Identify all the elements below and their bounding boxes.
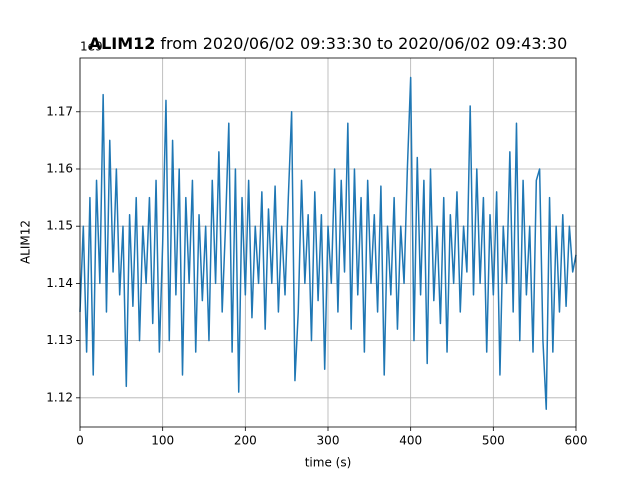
x-tick-label: 100 <box>151 434 174 448</box>
x-tick-label: 200 <box>234 434 257 448</box>
offset-label: 1e9 <box>80 40 103 54</box>
x-tick-label: 400 <box>399 434 422 448</box>
y-tick-label: 1.17 <box>46 104 73 118</box>
x-tick-label: 0 <box>76 434 84 448</box>
y-tick-label: 1.12 <box>46 390 73 404</box>
title-bold: ALIM12 <box>89 34 156 53</box>
x-tick-label: 300 <box>317 434 340 448</box>
y-tick-label: 1.16 <box>46 161 73 175</box>
y-tick-label: 1.14 <box>46 276 73 290</box>
title-text: from 2020/06/02 09:33:30 to 2020/06/02 0… <box>160 34 567 53</box>
x-axis-label: time (s) <box>305 456 352 470</box>
y-axis-label: ALIM12 <box>19 220 33 264</box>
data-line <box>79 76 577 411</box>
y-tick-label: 1.13 <box>46 333 73 347</box>
x-tick-label: 500 <box>482 434 505 448</box>
plot-frame <box>79 57 577 428</box>
x-tick-label: 600 <box>565 434 588 448</box>
y-tick-label: 1.15 <box>46 219 73 233</box>
chart-title: ALIM12 from 2020/06/02 09:33:30 to 2020/0… <box>89 34 568 53</box>
